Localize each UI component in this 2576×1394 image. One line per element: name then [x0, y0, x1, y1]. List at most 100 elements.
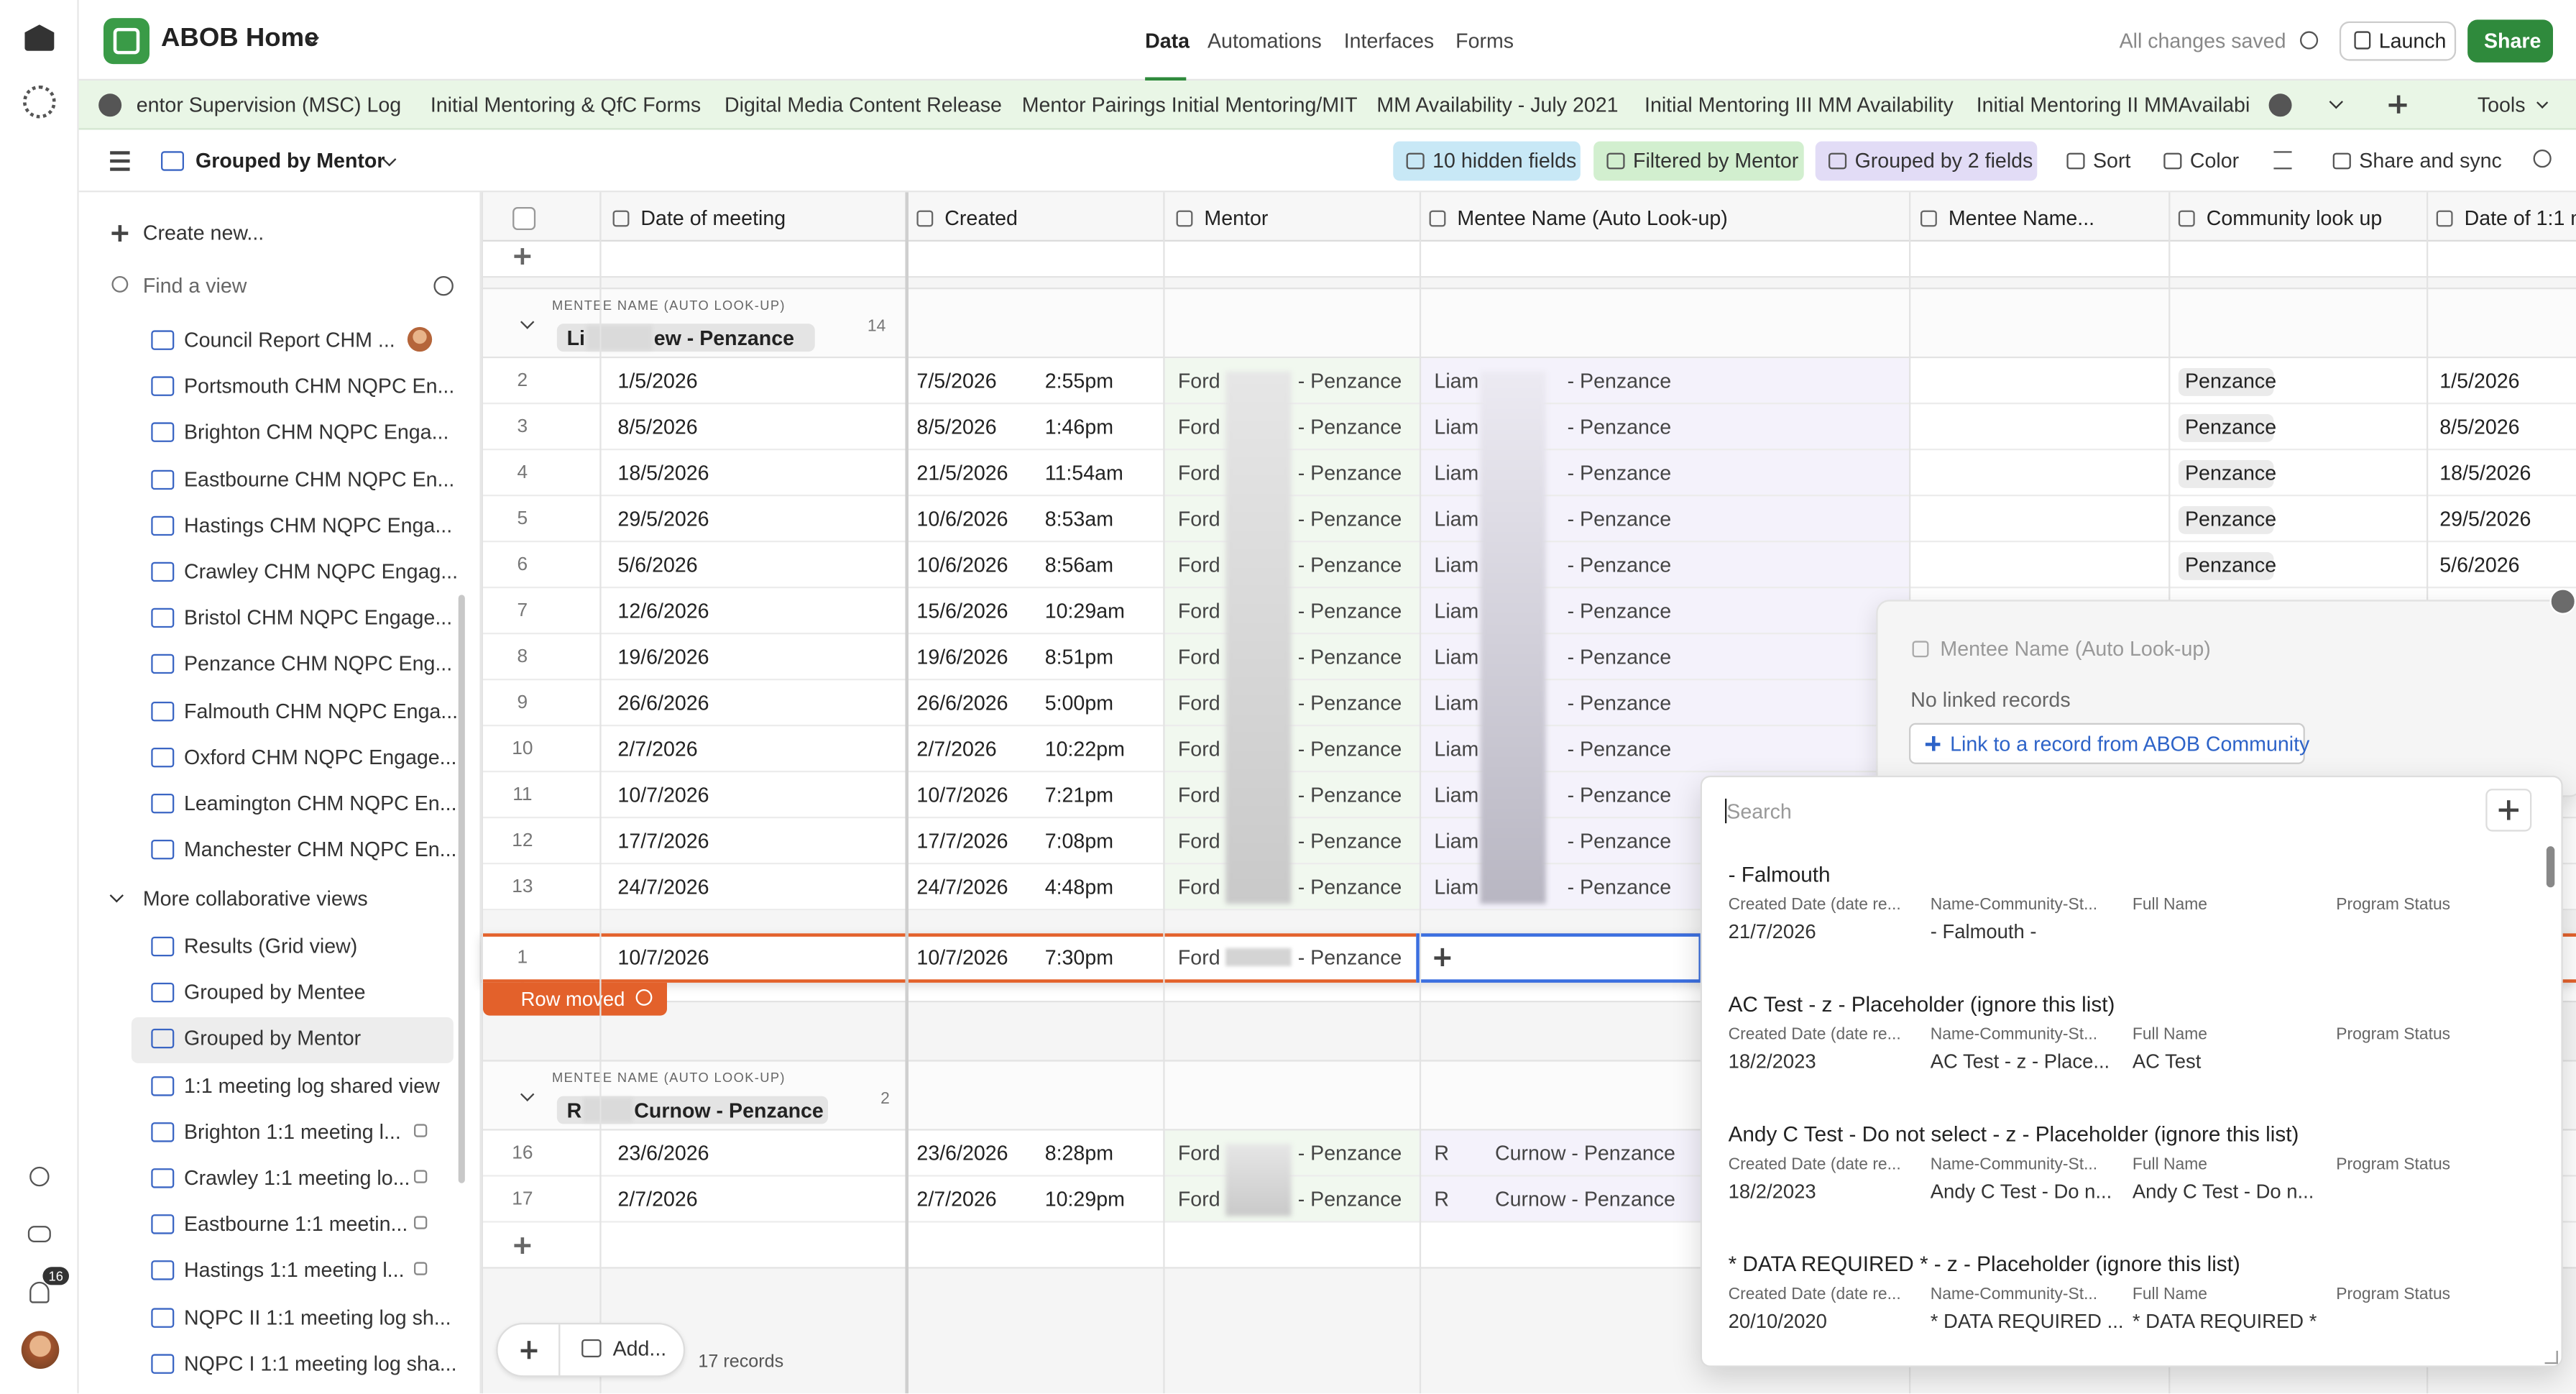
view-item[interactable]: Council Report CHM ...	[183, 329, 395, 352]
column-divider	[481, 192, 483, 1394]
view-item[interactable]: Falmouth CHM NQPC Enga...	[183, 699, 459, 723]
view-item[interactable]: Leamington CHM NQPC En...	[183, 792, 457, 815]
column-header[interactable]: Date of 1:1 m	[2464, 206, 2576, 230]
group-field-label: MENTEE NAME (AUTO LOOK-UP)	[551, 298, 786, 313]
nav-tab[interactable]: Automations	[1207, 29, 1322, 53]
toolbar-button-label: Grouped by 2 fields	[1854, 149, 2033, 173]
mentor-first: Ford	[1177, 600, 1220, 623]
record-field-value: * DATA REQUIRED ...	[1930, 1309, 2124, 1333]
select-all-checkbox[interactable]	[512, 206, 536, 230]
view-item[interactable]: Grouped by Mentee	[183, 981, 366, 1004]
view-icon	[151, 1214, 175, 1234]
record-field-label: Name-Community-St...	[1930, 1155, 2098, 1175]
view-item[interactable]: Penzance CHM NQPC Eng...	[183, 653, 453, 677]
find-view-input[interactable]: Find a view	[142, 274, 247, 298]
toolbar-button-label: Filtered by Mentor	[1632, 149, 1799, 173]
view-icon	[151, 793, 175, 814]
record-field-value: AC Test	[2132, 1050, 2202, 1073]
view-item[interactable]: Brighton CHM NQPC Enga...	[183, 421, 449, 445]
column-header[interactable]: Mentee Name...	[1948, 206, 2095, 230]
table-tab[interactable]: Initial Mentoring & QfC Forms	[430, 93, 702, 117]
column-header[interactable]: Created	[944, 206, 1018, 230]
view-item[interactable]: Hastings 1:1 meeting l...	[183, 1259, 405, 1283]
launch-label: Launch	[2378, 29, 2447, 53]
search-input[interactable]: Search	[1726, 800, 1792, 824]
link-record-button[interactable]	[1908, 723, 2305, 764]
row-number: 9	[517, 693, 528, 713]
view-item[interactable]: Oxford CHM NQPC Engage...	[183, 746, 457, 769]
view-item[interactable]: 1:1 meeting log shared view	[183, 1073, 440, 1097]
date-of-meeting: 2/7/2026	[617, 738, 698, 761]
view-item[interactable]: Manchester CHM NQPC En...	[183, 838, 457, 862]
view-item[interactable]: Eastbourne CHM NQPC En...	[183, 467, 455, 491]
record-title[interactable]: * DATA REQUIRED * - z - Placeholder (ign…	[1728, 1251, 2240, 1276]
column-header[interactable]: Community look up	[2206, 206, 2383, 230]
row-number: 1	[517, 948, 528, 968]
column-divider	[599, 192, 602, 1394]
view-item[interactable]: Crawley 1:1 meeting lo...	[183, 1166, 410, 1190]
active-cell[interactable]	[1416, 933, 1702, 983]
column-header[interactable]: Mentee Name (Auto Look-up)	[1457, 206, 1728, 230]
toolbar-button-icon	[2066, 152, 2085, 170]
date-of-meeting: 18/5/2026	[617, 462, 709, 485]
section-header[interactable]: More collaborative views	[142, 887, 368, 911]
link-record-label: Link to a record from ABOB Community	[1950, 733, 2310, 756]
share-button[interactable]	[2467, 19, 2553, 63]
mentee-first: Liam	[1434, 554, 1479, 577]
record-field-value: 21/7/2026	[1728, 920, 1816, 943]
add-record-button[interactable]	[2485, 789, 2532, 832]
view-item[interactable]: Brighton 1:1 meeting l...	[183, 1120, 401, 1144]
table-tab[interactable]: Digital Media Content Release	[724, 93, 1002, 117]
view-item[interactable]: NQPC I 1:1 meeting log sha...	[183, 1352, 457, 1375]
table-tab[interactable]: MM Availability - July 2021	[1376, 93, 1619, 117]
view-item[interactable]: NQPC II 1:1 meeting log sh...	[183, 1306, 451, 1329]
created-time: 7:21pm	[1044, 784, 1114, 807]
close-button[interactable]	[2549, 588, 2576, 615]
created-time: 1:46pm	[1044, 416, 1114, 439]
toolbar-button[interactable]	[1815, 141, 2038, 181]
table-tab[interactable]: Initial Mentoring III MM Availability	[1644, 93, 1954, 117]
nav-tab[interactable]: Data	[1145, 29, 1190, 53]
owner-avatar	[407, 326, 433, 352]
base-name[interactable]: ABOB Home	[160, 24, 319, 53]
mentor-last: - Penzance	[1297, 876, 1402, 899]
nav-tab[interactable]: Forms	[1455, 29, 1514, 53]
row-number: 11	[512, 785, 533, 805]
table-tab[interactable]: Initial Mentoring II MMAvailabilit	[1976, 93, 2251, 117]
table-tab[interactable]: entor Supervision (MSC) Log	[136, 93, 402, 117]
view-item[interactable]: Hastings CHM NQPC Enga...	[183, 513, 453, 537]
view-icon	[151, 840, 175, 860]
help-icon	[29, 1166, 50, 1187]
view-item[interactable]: Grouped by Mentor	[183, 1027, 362, 1051]
launch-icon	[2354, 31, 2371, 50]
view-item[interactable]: Portsmouth CHM NQPC En...	[183, 375, 455, 398]
mentee-first: Liam	[1434, 830, 1479, 853]
mentor-first: Ford	[1177, 692, 1220, 715]
view-icon	[151, 1353, 175, 1374]
view-item[interactable]: Crawley CHM NQPC Engag...	[183, 560, 459, 584]
table-tab[interactable]: Mentor Pairings Initial Mentoring/MIT	[1021, 93, 1358, 117]
mentor-first: Ford	[1177, 876, 1220, 899]
add-label[interactable]: Add...	[612, 1337, 667, 1361]
create-new[interactable]: Create new...	[142, 221, 264, 245]
record-title[interactable]: - Falmouth	[1728, 861, 1831, 887]
view-item[interactable]: Eastbourne 1:1 meetin...	[183, 1213, 408, 1237]
column-header[interactable]: Date of meeting	[640, 206, 786, 230]
view-icon	[151, 983, 175, 1003]
record-title[interactable]: Andy C Test - Do not select - z - Placeh…	[1728, 1121, 2299, 1147]
current-view-name[interactable]: Grouped by Mentor	[195, 149, 385, 173]
add-bar-divider	[558, 1324, 561, 1376]
toolbar-button[interactable]	[1593, 141, 1804, 181]
view-icon	[151, 469, 175, 490]
view-item[interactable]: Bristol CHM NQPC Engage...	[183, 606, 453, 630]
record-title[interactable]: AC Test - z - Placeholder (ignore this l…	[1728, 991, 2115, 1017]
view-icon	[151, 747, 175, 767]
column-header[interactable]: Mentor	[1204, 206, 1269, 230]
tools-menu[interactable]: Tools	[2477, 93, 2526, 117]
universe-icon	[27, 1226, 51, 1242]
launch-button[interactable]	[2339, 21, 2457, 61]
nav-tab[interactable]: Interfaces	[1343, 29, 1435, 53]
view-item[interactable]: Results (Grid view)	[183, 935, 358, 958]
top-bar	[78, 0, 2576, 81]
view-icon	[151, 515, 175, 536]
